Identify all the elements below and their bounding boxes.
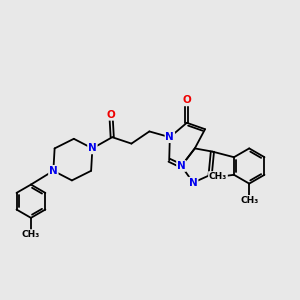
Text: N: N [177, 161, 186, 171]
Text: N: N [88, 143, 97, 153]
Text: O: O [182, 95, 191, 105]
Text: N: N [166, 132, 174, 142]
Text: CH₃: CH₃ [240, 196, 258, 205]
Text: O: O [106, 110, 115, 120]
Text: N: N [189, 178, 198, 188]
Text: CH₃: CH₃ [209, 172, 227, 181]
Text: CH₃: CH₃ [22, 230, 40, 239]
Text: N: N [49, 166, 58, 176]
